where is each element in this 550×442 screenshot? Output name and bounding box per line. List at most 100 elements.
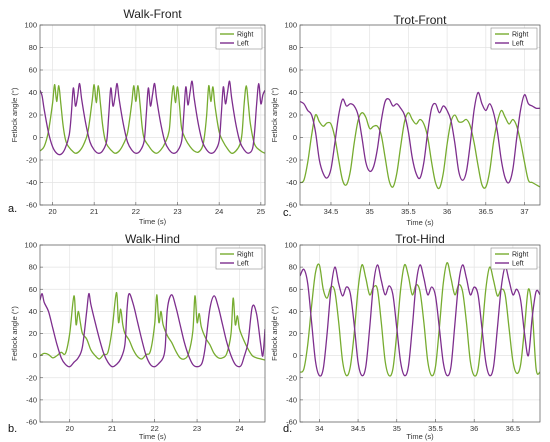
y-tick-label: -40 (26, 395, 37, 404)
x-tick-label: 21 (90, 207, 98, 216)
y-tick-label: 20 (289, 111, 297, 120)
legend-box (490, 247, 538, 270)
legend-label-right: Right (237, 32, 253, 39)
y-tick-label: -40 (286, 395, 297, 404)
legend-label-right: Right (237, 252, 253, 259)
x-tick-label: 23 (173, 207, 181, 216)
x-tick-label: 34 (315, 424, 323, 433)
y-axis-label: Fetlock angle (°) (10, 306, 19, 361)
y-axis-label: Fetlock angle (°) (270, 87, 279, 142)
y-tick-label: 60 (29, 66, 37, 75)
x-tick-label: 23 (193, 424, 201, 433)
panel-b: -60 -40 -20 0 20 40 60 80 100 20 21 22 23 24 Time (s) F… (8, 232, 266, 441)
panel-label: c. (283, 207, 292, 219)
x-tick-label: 34.5 (324, 207, 339, 216)
chart-title: Trot-Hind (395, 232, 445, 246)
y-tick-label: 80 (289, 43, 297, 52)
x-tick-label: 22 (132, 207, 140, 216)
legend-label-right: Right (512, 252, 528, 259)
y-tick-label: -20 (26, 373, 37, 382)
y-tick-label: 80 (29, 43, 37, 52)
series-line-left (40, 80, 265, 156)
x-tick-label: 25 (257, 207, 265, 216)
y-tick-label: 100 (284, 21, 297, 30)
y-tick-label: 0 (33, 133, 37, 142)
y-axis-label: Fetlock angle (°) (270, 306, 279, 361)
series-line-right (300, 262, 540, 377)
chart-title: Trot-Front (394, 13, 448, 27)
y-tick-label: 40 (289, 307, 297, 316)
y-tick-label: 0 (33, 351, 37, 360)
x-tick-label: 34.5 (351, 424, 366, 433)
y-tick-label: 80 (29, 263, 37, 272)
y-tick-label: -60 (286, 201, 297, 210)
x-tick-label: 37 (520, 207, 528, 216)
y-tick-label: 0 (293, 133, 297, 142)
y-tick-label: 20 (29, 329, 37, 338)
x-tick-label: 35.5 (428, 424, 443, 433)
legend-label-right: Right (512, 32, 528, 39)
legend-label-left: Left (237, 41, 249, 48)
x-tick-label: 35.5 (401, 207, 416, 216)
x-tick-label: 36 (470, 424, 478, 433)
y-tick-label: 20 (289, 329, 297, 338)
x-tick-label: 22 (150, 424, 158, 433)
y-tick-label: -40 (26, 178, 37, 187)
series-line-right (40, 83, 265, 154)
x-tick-label: 36.5 (506, 424, 521, 433)
series-line-right (300, 109, 540, 190)
legend-box (215, 247, 263, 270)
x-axis-label: Time (s) (406, 218, 434, 227)
legend-label-left: Left (237, 261, 249, 268)
panel-label: b. (8, 423, 17, 435)
y-axis-label: Fetlock angle (°) (10, 87, 19, 142)
y-tick-label: -60 (26, 201, 37, 210)
y-tick-label: -40 (286, 178, 297, 187)
y-tick-label: 100 (24, 241, 37, 250)
series-line-right (40, 291, 265, 361)
x-axis-label: Time (s) (139, 432, 167, 441)
x-tick-label: 20 (48, 207, 56, 216)
panel-d: -60 -40 -20 0 20 40 60 80 100 34 34.5 35 35.5 36 36.5 T… (270, 232, 541, 441)
y-tick-label: 20 (29, 111, 37, 120)
x-tick-label: 20 (66, 424, 74, 433)
y-tick-label: 60 (289, 66, 297, 75)
x-axis-label: Time (s) (406, 432, 434, 441)
x-tick-label: 36.5 (479, 207, 494, 216)
panel-label: a. (8, 203, 17, 215)
x-tick-label: 35 (393, 424, 401, 433)
y-tick-label: 80 (289, 263, 297, 272)
y-tick-label: 40 (29, 88, 37, 97)
y-tick-label: -20 (286, 373, 297, 382)
y-tick-label: -20 (26, 156, 37, 165)
legend: Right Left (215, 27, 263, 50)
legend: Right Left (490, 27, 538, 50)
x-tick-label: 21 (108, 424, 116, 433)
x-tick-label: 24 (215, 207, 223, 216)
y-tick-label: -60 (286, 418, 297, 427)
chart-title: Walk-Front (123, 7, 182, 21)
legend-box (490, 27, 538, 50)
legend: Right Left (490, 247, 538, 270)
y-tick-label: 60 (289, 285, 297, 294)
y-tick-label: 40 (29, 307, 37, 316)
y-tick-label: 0 (293, 351, 297, 360)
x-tick-label: 35 (366, 207, 374, 216)
legend-box (215, 27, 263, 50)
legend: Right Left (215, 247, 263, 270)
y-tick-label: -60 (26, 418, 37, 427)
panel-c: -60 -40 -20 0 20 40 60 80 100 34.5 35 35.5 36 36.5 37 T… (270, 13, 541, 227)
x-tick-label: 24 (235, 424, 243, 433)
chart-title: Walk-Hind (125, 232, 180, 246)
series-line-left (300, 91, 540, 184)
y-tick-label: 40 (289, 88, 297, 97)
x-tick-label: 36 (443, 207, 451, 216)
x-axis-label: Time (s) (139, 217, 167, 226)
legend-label-left: Left (512, 261, 524, 268)
y-tick-label: 100 (284, 241, 297, 250)
legend-label-left: Left (512, 41, 524, 48)
y-tick-label: 60 (29, 285, 37, 294)
panel-a: -60 -40 -20 0 20 40 60 80 100 20 21 22 23 24 25 Time (s… (8, 7, 266, 226)
series-line-left (300, 264, 540, 377)
